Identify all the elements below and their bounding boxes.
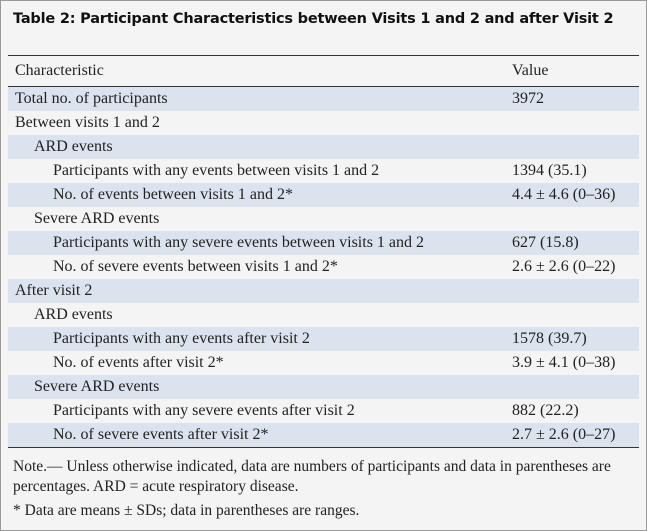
table-row: ARD events	[8, 135, 639, 159]
row-value: 1394 (35.1)	[512, 162, 587, 179]
table-row: ARD events	[8, 303, 639, 327]
table: Characteristic Value Total no. of partic…	[8, 55, 639, 448]
table-row: After visit 2	[8, 279, 639, 303]
table-body: Total no. of participants 3972 Between vis…	[8, 87, 639, 447]
row-label: Participants with any severe events afte…	[53, 402, 355, 419]
row-value: 882 (22.2)	[512, 402, 579, 419]
header-row: Characteristic Value	[8, 55, 639, 87]
row-value: 4.4 ± 4.6 (0–36)	[512, 186, 616, 203]
row-value: 1578 (39.7)	[512, 330, 587, 347]
table-row: Between visits 1 and 2	[8, 111, 639, 135]
table-row: Severe ARD events	[8, 375, 639, 399]
table-row: Severe ARD events	[8, 207, 639, 231]
row-label: ARD events	[34, 138, 113, 155]
column-header: Characteristic	[15, 62, 104, 79]
table-row: Total no. of participants 3972	[8, 87, 639, 111]
row-label: Between visits 1 and 2	[15, 114, 160, 131]
row-value: 2.7 ± 2.6 (0–27)	[512, 426, 616, 443]
row-label: No. of events between visits 1 and 2*	[53, 186, 293, 203]
table-row: Participants with any severe events afte…	[8, 399, 639, 423]
note: Note.— Unless otherwise indicated, data …	[13, 458, 611, 495]
notes: Note.— Unless otherwise indicated, data …	[13, 457, 633, 525]
row-label: After visit 2	[15, 282, 93, 299]
row-label: Severe ARD events	[34, 378, 160, 395]
row-value: 627 (15.8)	[512, 234, 579, 251]
row-label: Participants with any events between vis…	[53, 162, 380, 179]
row-label: No. of severe events after visit 2*	[53, 426, 269, 443]
row-label: Participants with any severe events betw…	[53, 234, 425, 251]
table-row: Participants with any severe events betw…	[8, 231, 639, 255]
table-row: No. of events after visit 2* 3.9 ± 4.1 (0…	[8, 351, 639, 375]
row-label: Severe ARD events	[34, 210, 160, 227]
table-title: Table 2: Participant Characteristics bet…	[13, 11, 614, 27]
table-rule	[8, 447, 639, 448]
row-value: 3972	[512, 90, 544, 107]
row-value: 2.6 ± 2.6 (0–22)	[512, 258, 616, 275]
row-label: No. of events after visit 2*	[53, 354, 224, 371]
row-label: Participants with any events after visit…	[53, 330, 310, 347]
row-label: ARD events	[34, 306, 113, 323]
table-row: Participants with any events between vis…	[8, 159, 639, 183]
table-row: No. of severe events between visits 1 an…	[8, 255, 639, 279]
table-row: Participants with any events after visit…	[8, 327, 639, 351]
table-row: No. of severe events after visit 2* 2.7 ±…	[8, 423, 639, 447]
row-value: 3.9 ± 4.1 (0–38)	[512, 354, 616, 371]
table-row: No. of events between visits 1 and 2* 4.4…	[8, 183, 639, 207]
row-label: Total no. of participants	[15, 90, 168, 107]
column-header: Value	[512, 62, 549, 79]
note: * Data are means ± SDs; data in parenthe…	[13, 502, 360, 519]
row-label: No. of severe events between visits 1 an…	[53, 258, 338, 275]
